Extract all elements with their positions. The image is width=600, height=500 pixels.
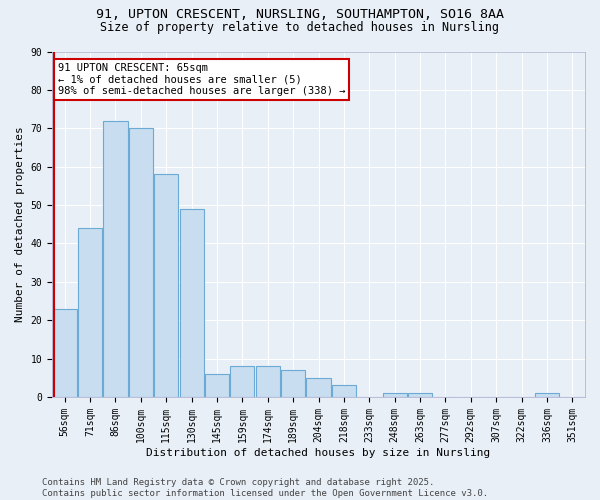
- Bar: [154, 174, 178, 397]
- Bar: [307, 378, 331, 397]
- X-axis label: Distribution of detached houses by size in Nursling: Distribution of detached houses by size …: [146, 448, 491, 458]
- Bar: [535, 393, 559, 397]
- Bar: [230, 366, 254, 397]
- Text: Contains HM Land Registry data © Crown copyright and database right 2025.
Contai: Contains HM Land Registry data © Crown c…: [42, 478, 488, 498]
- Text: 91 UPTON CRESCENT: 65sqm
← 1% of detached houses are smaller (5)
98% of semi-det: 91 UPTON CRESCENT: 65sqm ← 1% of detache…: [58, 63, 346, 96]
- Text: Size of property relative to detached houses in Nursling: Size of property relative to detached ho…: [101, 21, 499, 34]
- Bar: [179, 209, 203, 397]
- Text: 91, UPTON CRESCENT, NURSLING, SOUTHAMPTON, SO16 8AA: 91, UPTON CRESCENT, NURSLING, SOUTHAMPTO…: [96, 8, 504, 20]
- Bar: [383, 393, 407, 397]
- Bar: [53, 308, 77, 397]
- Bar: [408, 393, 432, 397]
- Bar: [129, 128, 153, 397]
- Bar: [78, 228, 102, 397]
- Y-axis label: Number of detached properties: Number of detached properties: [15, 126, 25, 322]
- Bar: [205, 374, 229, 397]
- Bar: [281, 370, 305, 397]
- Bar: [332, 386, 356, 397]
- Bar: [256, 366, 280, 397]
- Bar: [103, 120, 128, 397]
